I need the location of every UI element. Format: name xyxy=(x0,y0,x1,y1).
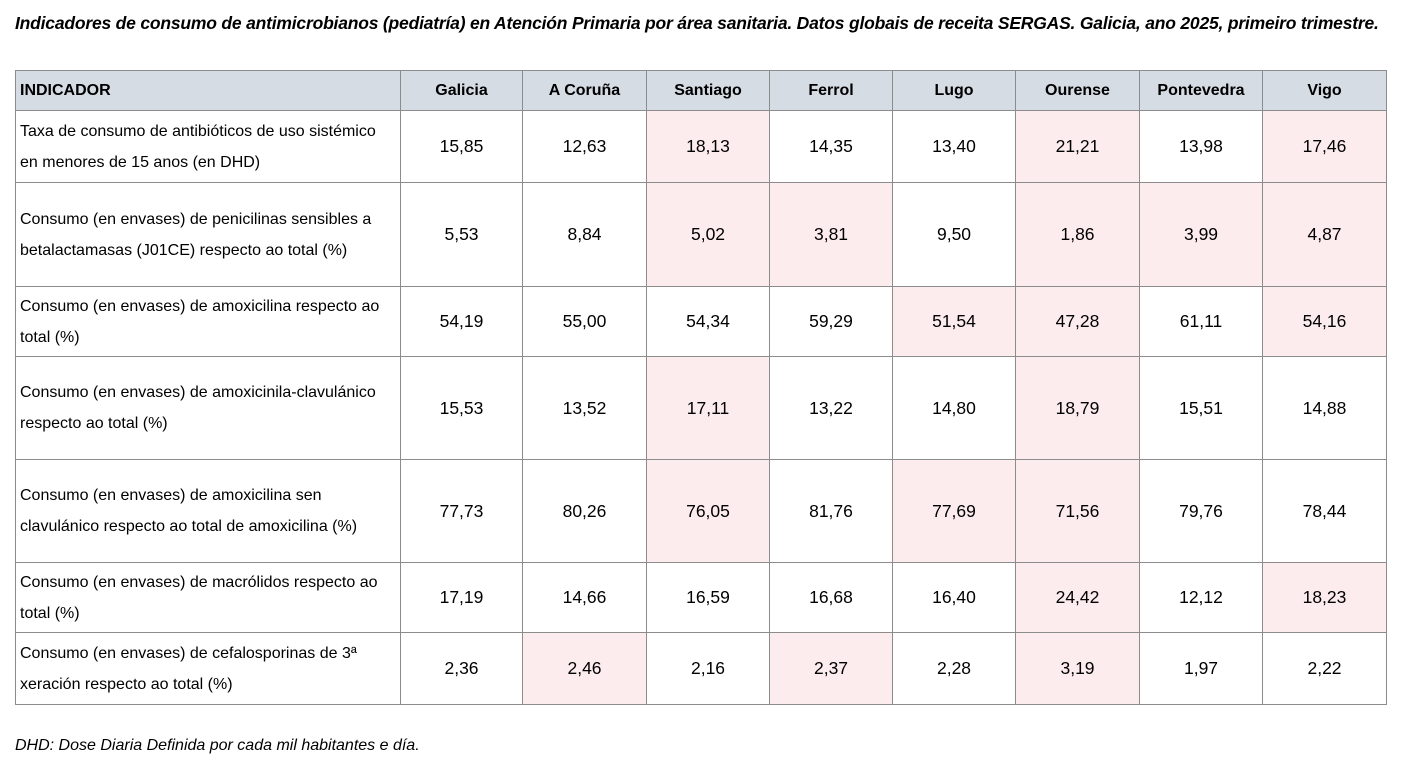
value-cell: 14,80 xyxy=(892,356,1016,460)
value-cell: 17,11 xyxy=(646,356,770,460)
value-cell: 2,16 xyxy=(646,632,770,705)
value-cell: 79,76 xyxy=(1139,459,1263,563)
value-cell: 54,19 xyxy=(400,286,523,357)
column-header-indicator: INDICADOR xyxy=(15,70,401,111)
indicator-cell: Consumo (en envases) de cefalosporinas d… xyxy=(15,632,401,705)
value-cell: 2,22 xyxy=(1262,632,1387,705)
footnote: DHD: Dose Diaria Definida por cada mil h… xyxy=(15,737,420,754)
indicator-cell: Consumo (en envases) de penicilinas sens… xyxy=(15,182,401,287)
value-cell: 12,63 xyxy=(522,110,647,183)
column-header-ourense: Ourense xyxy=(1015,70,1140,111)
value-cell: 17,19 xyxy=(400,562,523,633)
column-header-a-coru-a: A Coruña xyxy=(522,70,647,111)
value-cell: 2,28 xyxy=(892,632,1016,705)
value-cell: 3,81 xyxy=(769,182,893,287)
value-cell: 15,85 xyxy=(400,110,523,183)
value-cell: 14,88 xyxy=(1262,356,1387,460)
value-cell: 55,00 xyxy=(522,286,647,357)
value-cell: 76,05 xyxy=(646,459,770,563)
value-cell: 15,53 xyxy=(400,356,523,460)
value-cell: 4,87 xyxy=(1262,182,1387,287)
table-row: Consumo (en envases) de amoxicilina sen … xyxy=(15,459,1387,563)
value-cell: 13,98 xyxy=(1139,110,1263,183)
value-cell: 77,73 xyxy=(400,459,523,563)
value-cell: 5,02 xyxy=(646,182,770,287)
value-cell: 18,23 xyxy=(1262,562,1387,633)
value-cell: 80,26 xyxy=(522,459,647,563)
indicator-cell: Consumo (en envases) de amoxicilina resp… xyxy=(15,286,401,357)
value-cell: 8,84 xyxy=(522,182,647,287)
value-cell: 16,40 xyxy=(892,562,1016,633)
value-cell: 14,66 xyxy=(522,562,647,633)
value-cell: 47,28 xyxy=(1015,286,1140,357)
value-cell: 78,44 xyxy=(1262,459,1387,563)
header-row: INDICADOR Galicia A Coruña Santiago Ferrol Lu… xyxy=(15,70,1387,111)
value-cell: 77,69 xyxy=(892,459,1016,563)
value-cell: 1,97 xyxy=(1139,632,1263,705)
value-cell: 1,86 xyxy=(1015,182,1140,287)
table-row: Taxa de consumo de antibióticos de uso s… xyxy=(15,110,1387,183)
value-cell: 24,42 xyxy=(1015,562,1140,633)
column-header-ferrol: Ferrol xyxy=(769,70,893,111)
value-cell: 15,51 xyxy=(1139,356,1263,460)
column-header-pontevedra: Pontevedra xyxy=(1139,70,1263,111)
value-cell: 2,36 xyxy=(400,632,523,705)
value-cell: 59,29 xyxy=(769,286,893,357)
value-cell: 54,34 xyxy=(646,286,770,357)
value-cell: 16,59 xyxy=(646,562,770,633)
value-cell: 17,46 xyxy=(1262,110,1387,183)
indicators-table: INDICADOR Galicia A Coruña Santiago Ferrol Lu… xyxy=(15,70,1387,705)
value-cell: 9,50 xyxy=(892,182,1016,287)
value-cell: 18,13 xyxy=(646,110,770,183)
table-row: Consumo (en envases) de cefalosporinas d… xyxy=(15,632,1387,705)
indicator-cell: Taxa de consumo de antibióticos de uso s… xyxy=(15,110,401,183)
column-header-lugo: Lugo xyxy=(892,70,1016,111)
column-header-galicia: Galicia xyxy=(400,70,523,111)
value-cell: 18,79 xyxy=(1015,356,1140,460)
column-header-vigo: Vigo xyxy=(1262,70,1387,111)
value-cell: 3,19 xyxy=(1015,632,1140,705)
value-cell: 61,11 xyxy=(1139,286,1263,357)
table-row: Consumo (en envases) de amoxicinila-clav… xyxy=(15,356,1387,460)
value-cell: 2,37 xyxy=(769,632,893,705)
value-cell: 12,12 xyxy=(1139,562,1263,633)
value-cell: 81,76 xyxy=(769,459,893,563)
value-cell: 14,35 xyxy=(769,110,893,183)
indicator-cell: Consumo (en envases) de amoxicinila-clav… xyxy=(15,356,401,460)
indicator-cell: Consumo (en envases) de amoxicilina sen … xyxy=(15,459,401,563)
table-row: Consumo (en envases) de penicilinas sens… xyxy=(15,182,1387,287)
value-cell: 13,22 xyxy=(769,356,893,460)
indicator-cell: Consumo (en envases) de macrólidos respe… xyxy=(15,562,401,633)
column-header-santiago: Santiago xyxy=(646,70,770,111)
value-cell: 3,99 xyxy=(1139,182,1263,287)
value-cell: 51,54 xyxy=(892,286,1016,357)
value-cell: 13,52 xyxy=(522,356,647,460)
table-row: Consumo (en envases) de amoxicilina resp… xyxy=(15,286,1387,357)
value-cell: 5,53 xyxy=(400,182,523,287)
table-row: Consumo (en envases) de macrólidos respe… xyxy=(15,562,1387,633)
value-cell: 54,16 xyxy=(1262,286,1387,357)
value-cell: 13,40 xyxy=(892,110,1016,183)
document-title: Indicadores de consumo de antimicrobiano… xyxy=(15,13,1379,33)
value-cell: 21,21 xyxy=(1015,110,1140,183)
value-cell: 2,46 xyxy=(522,632,647,705)
value-cell: 71,56 xyxy=(1015,459,1140,563)
value-cell: 16,68 xyxy=(769,562,893,633)
